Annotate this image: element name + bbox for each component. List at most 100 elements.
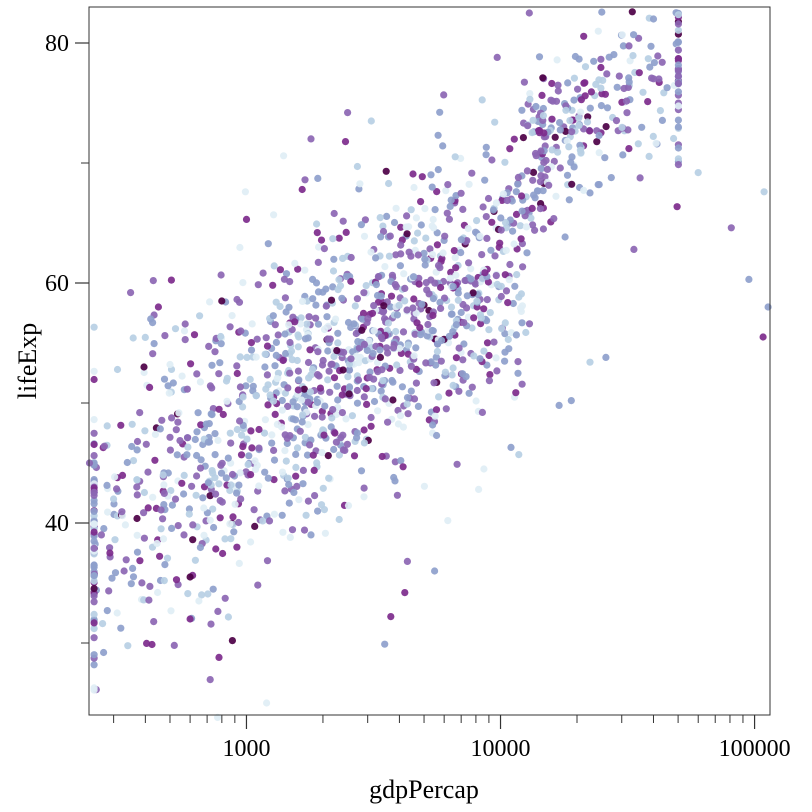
- data-point: [505, 345, 513, 353]
- data-point: [120, 567, 128, 575]
- data-point: [527, 214, 535, 222]
- data-point: [358, 315, 366, 323]
- data-point: [297, 320, 305, 328]
- data-point: [480, 305, 488, 313]
- data-point: [444, 517, 452, 525]
- data-point: [485, 377, 493, 385]
- data-point: [340, 348, 348, 356]
- data-point: [492, 354, 500, 362]
- data-point: [228, 312, 236, 320]
- data-point: [111, 569, 120, 577]
- data-point: [383, 212, 391, 220]
- data-point: [128, 442, 136, 451]
- data-point: [154, 588, 162, 597]
- data-point: [468, 324, 476, 332]
- data-point: [207, 410, 215, 418]
- data-point: [254, 281, 262, 289]
- data-point: [251, 522, 259, 531]
- data-point: [294, 343, 302, 351]
- plot-frame: [88, 6, 771, 716]
- data-point: [269, 397, 278, 405]
- data-point: [171, 325, 180, 333]
- data-point: [229, 513, 237, 521]
- data-point: [647, 42, 655, 50]
- data-point: [539, 112, 548, 120]
- data-point: [445, 332, 453, 340]
- data-point: [239, 403, 247, 411]
- data-point: [123, 458, 131, 467]
- data-point: [434, 131, 442, 139]
- data-point: [268, 431, 276, 439]
- data-point: [118, 471, 127, 479]
- data-point: [310, 466, 318, 474]
- data-point: [564, 79, 572, 87]
- data-point: [278, 406, 286, 414]
- data-point: [194, 409, 202, 417]
- data-point: [236, 353, 244, 361]
- data-point: [539, 74, 547, 82]
- data-point: [537, 147, 545, 155]
- data-point: [436, 108, 444, 116]
- data-point: [498, 325, 506, 333]
- data-point: [644, 98, 652, 106]
- data-point: [764, 303, 772, 311]
- data-point: [149, 277, 157, 285]
- data-point: [414, 229, 422, 237]
- data-point: [291, 318, 299, 326]
- data-point: [253, 335, 261, 343]
- data-point: [429, 311, 437, 319]
- data-point: [298, 185, 306, 194]
- y-tick-label: 40: [45, 511, 69, 537]
- data-point: [216, 514, 224, 522]
- data-point: [211, 474, 219, 482]
- data-point: [124, 642, 132, 650]
- data-point: [334, 339, 342, 347]
- data-point: [745, 275, 753, 283]
- data-point: [290, 488, 298, 496]
- data-point: [360, 289, 368, 297]
- data-point: [635, 69, 643, 77]
- data-point: [90, 440, 98, 449]
- data-point: [104, 508, 112, 516]
- data-point: [542, 156, 550, 165]
- data-point: [468, 383, 476, 391]
- data-point: [359, 309, 368, 317]
- data-point: [523, 167, 532, 175]
- data-point: [279, 528, 287, 536]
- data-point: [562, 106, 570, 114]
- data-point: [270, 262, 278, 270]
- data-point: [482, 151, 490, 159]
- data-point: [204, 479, 212, 487]
- data-point: [342, 272, 350, 281]
- data-point: [326, 388, 334, 396]
- data-point: [145, 596, 153, 604]
- data-point: [278, 468, 287, 476]
- data-point: [322, 302, 330, 310]
- data-point: [450, 247, 458, 255]
- data-point: [426, 245, 434, 253]
- data-point: [181, 336, 189, 344]
- data-point: [295, 496, 303, 504]
- data-point: [650, 59, 659, 67]
- data-point: [512, 389, 520, 397]
- data-point: [552, 192, 560, 200]
- data-point: [188, 482, 196, 490]
- data-point: [674, 123, 683, 131]
- data-point: [164, 382, 172, 390]
- data-point: [374, 407, 382, 415]
- data-point: [480, 465, 488, 473]
- data-point: [390, 218, 399, 227]
- data-point: [464, 313, 472, 321]
- data-point: [313, 220, 321, 228]
- data-point: [140, 509, 148, 517]
- data-point: [449, 364, 457, 372]
- data-point: [652, 139, 660, 147]
- data-point: [519, 263, 527, 271]
- data-point: [586, 358, 594, 366]
- data-point: [215, 370, 223, 378]
- data-point: [420, 249, 428, 257]
- data-point: [403, 230, 411, 238]
- data-point: [292, 472, 300, 480]
- data-point: [457, 189, 465, 197]
- data-point: [482, 143, 490, 151]
